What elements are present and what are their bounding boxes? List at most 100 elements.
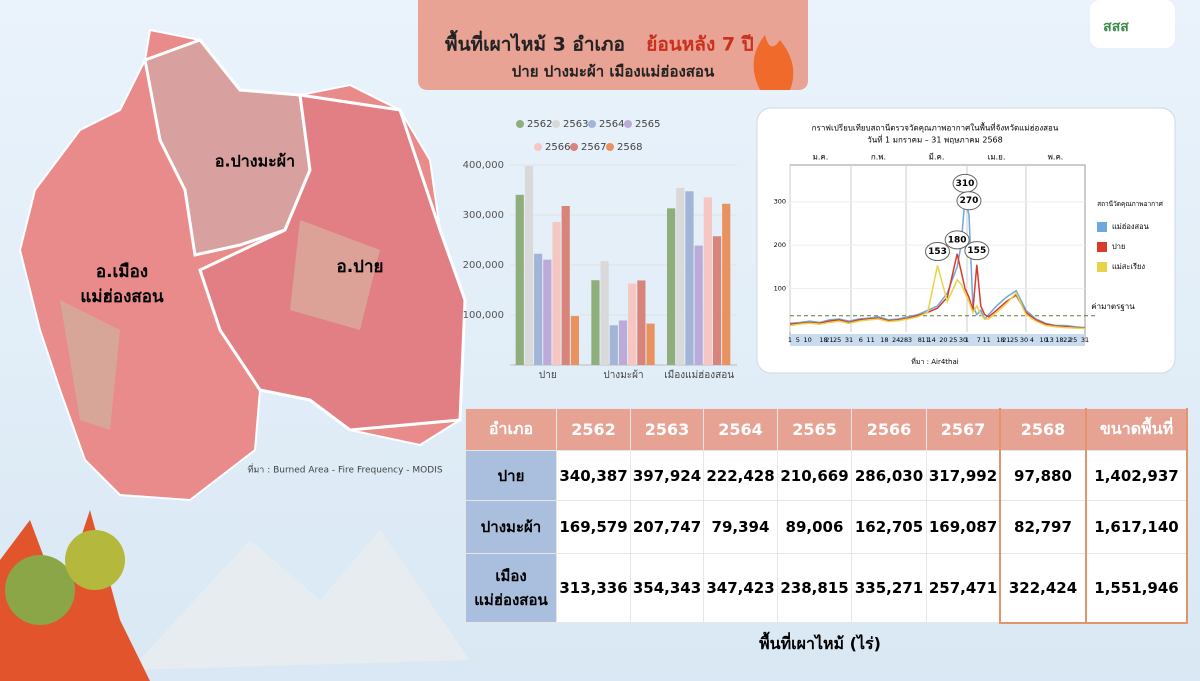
header-cell: 2565 — [777, 408, 852, 451]
x-tick-label: เมืองแม่ฮ่องสอน — [664, 369, 734, 381]
x-tick-label: 1 — [965, 336, 969, 344]
bar — [637, 280, 646, 365]
table-cell: 162,705 — [851, 500, 927, 554]
x-tick-label: 31 — [845, 336, 853, 344]
x-tick-label: 3 — [908, 336, 912, 344]
table-cell: 335,271 — [851, 553, 927, 623]
table-cell: 286,030 — [851, 450, 927, 501]
bar — [703, 197, 712, 365]
legend-swatch — [534, 143, 542, 151]
x-tick-label: 28 — [900, 336, 908, 344]
map-source: ที่มา : Burned Area - Fire Frequency - M… — [247, 463, 442, 476]
x-tick-label: 5 — [796, 336, 800, 344]
bar — [628, 283, 637, 365]
bar — [685, 191, 694, 365]
table-cell: 89,006 — [777, 500, 852, 554]
x-tick-label: 25 — [1069, 336, 1077, 344]
y-tick-label: 400,000 — [463, 160, 504, 171]
bar — [667, 208, 676, 365]
annotation: 180 — [948, 235, 967, 245]
chart-title: กราฟเปรียบเทียบสถานีตรวจวัดคุณภาพอากาศใน… — [812, 122, 1059, 133]
table-cell: 313,336 — [556, 553, 631, 623]
legend-title: สถานีวัดคุณภาพอากาศ — [1097, 200, 1164, 208]
legend-swatch — [516, 120, 524, 128]
table-cell: 1,551,946 — [1085, 553, 1188, 624]
table-cell: 1,402,937 — [1085, 450, 1188, 501]
x-tick-label: 21 — [825, 336, 833, 344]
x-tick-label: 1 — [788, 336, 792, 344]
data-table: อำเภอ 2562 2563 2564 2565 2566 2567 2568 ขนาดพื้… — [465, 408, 1188, 624]
table-cell: 169,087 — [926, 500, 1001, 554]
y-tick-label: 200 — [774, 241, 786, 249]
legend-label: แม่ฮ่องสอน — [1112, 222, 1149, 231]
bar — [591, 280, 600, 365]
line — [789, 253, 1086, 329]
table-row: อำเภอ 2562 2563 2564 2565 2566 2567 2568 ขนาดพื้… — [465, 408, 1188, 451]
tree — [65, 530, 125, 590]
bar — [570, 316, 579, 365]
bar — [676, 187, 685, 365]
legend-swatch — [1097, 262, 1107, 272]
annotation: 155 — [967, 246, 986, 256]
legend-swatch — [624, 120, 632, 128]
x-tick-label: 11 — [866, 336, 874, 344]
x-tick-label: 18 — [819, 336, 827, 344]
line — [789, 197, 1086, 329]
bar — [515, 194, 524, 365]
header-cell: 2566 — [851, 408, 927, 451]
table-cell: 97,880 — [999, 450, 1087, 501]
legend-swatch — [588, 120, 596, 128]
fire — [0, 510, 150, 681]
x-tick-label: 20 — [939, 336, 947, 344]
map-label: แม่ฮ่องสอน — [80, 287, 164, 307]
x-tick-label: 22 — [1063, 336, 1071, 344]
bar — [543, 259, 552, 365]
mountain — [130, 530, 470, 670]
reference-label: ค่ามาตรฐาน — [1091, 302, 1135, 311]
annotation: 310 — [956, 179, 975, 189]
header-cell: 2562 — [556, 408, 631, 451]
table-row: ปาย 340,387 397,924 222,428 210,669 286,030 31… — [465, 450, 1188, 501]
month-label: ม.ค. — [813, 153, 829, 162]
annotation: 270 — [960, 196, 979, 206]
title-highlight: ย้อนหลัง 7 ปี — [646, 34, 754, 56]
table-cell: เมือง แม่ฮ่องสอน — [465, 553, 557, 623]
table-cell: 397,924 — [630, 450, 704, 501]
header-cell: 2567 — [926, 408, 1001, 451]
fire-icon — [753, 35, 794, 90]
legend-label: 2568 — [617, 142, 642, 153]
x-tick-label: 31 — [1081, 336, 1089, 344]
table-cell: 238,815 — [777, 553, 852, 623]
table-cell: 79,394 — [703, 500, 778, 554]
legend-swatch — [552, 120, 560, 128]
x-tick-label: 13 — [1045, 336, 1053, 344]
line — [789, 265, 1086, 330]
bar — [712, 236, 722, 365]
table-cell: 340,387 — [556, 450, 631, 501]
y-tick-label: 200,000 — [463, 260, 504, 271]
table-cell: 317,992 — [926, 450, 1001, 501]
x-tick-label: ปางมะผ้า — [603, 369, 643, 381]
logo: สสส — [1103, 19, 1129, 35]
header-cell: 2568 — [999, 408, 1087, 451]
x-tick-label: 7 — [977, 336, 981, 344]
x-tick-label: 18 — [996, 336, 1004, 344]
legend-swatch — [1097, 222, 1107, 232]
legend-label: 2566 — [545, 142, 570, 153]
header-cell: 2564 — [703, 408, 778, 451]
x-tick-label: 8 — [918, 336, 922, 344]
annotation-bubble — [925, 242, 950, 262]
header-cell: 2563 — [630, 408, 704, 451]
bar — [524, 166, 534, 365]
x-tick-label: 25 — [949, 336, 957, 344]
x-tick-label: 30 — [1020, 336, 1028, 344]
chart-source: ที่มา : Air4thai — [911, 357, 959, 366]
bar — [722, 203, 731, 365]
table-cell: 207,747 — [630, 500, 704, 554]
x-tick-label: 11 — [922, 336, 930, 344]
table-cell: 169,579 — [556, 500, 631, 554]
header-cell: ขนาดพื้นที่ — [1085, 408, 1188, 451]
month-label: พ.ค. — [1048, 153, 1064, 162]
table-cell: 257,471 — [926, 553, 1001, 623]
